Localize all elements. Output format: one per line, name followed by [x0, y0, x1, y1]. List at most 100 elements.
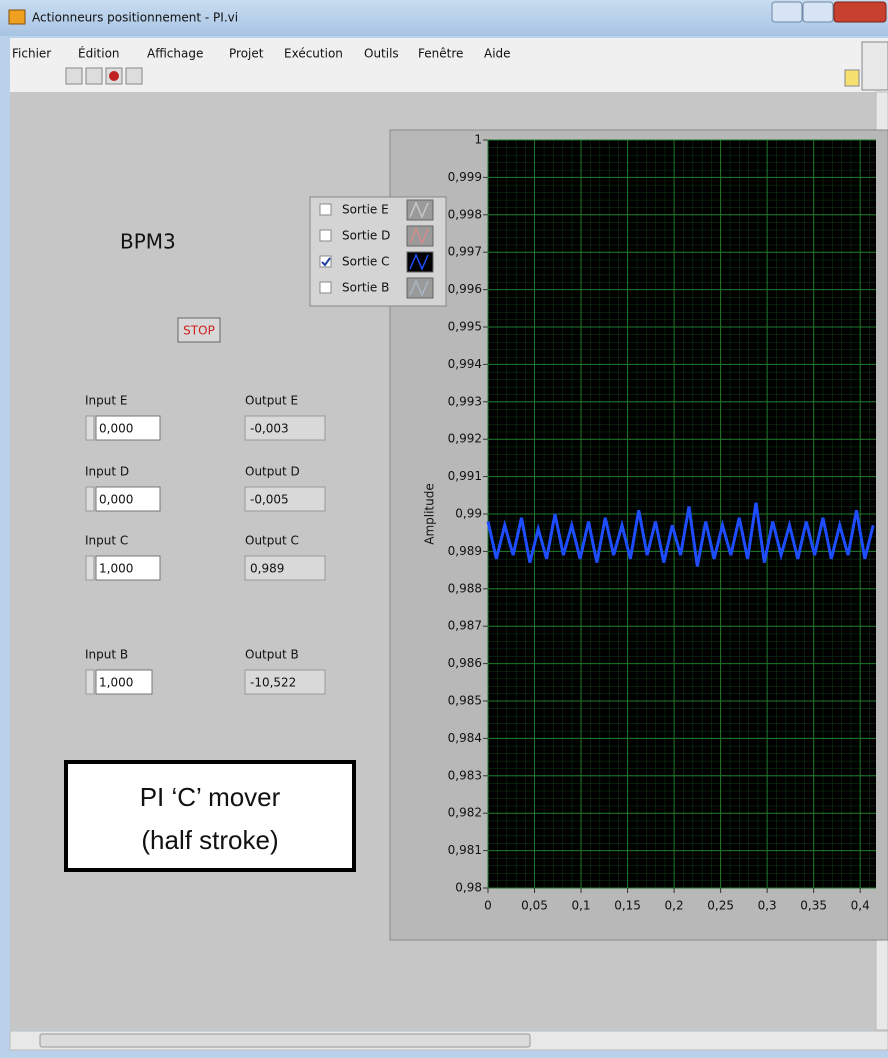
- output-label: Output B: [245, 648, 299, 662]
- legend-checkbox[interactable]: [319, 203, 332, 216]
- menu-item[interactable]: Aide: [484, 47, 511, 61]
- y-tick-label: 0,985: [448, 694, 482, 708]
- input-label: Input D: [85, 465, 129, 479]
- y-tick-label: 0,998: [448, 207, 482, 221]
- x-tick-label: 0,1: [571, 899, 590, 913]
- input-value: 0,000: [99, 493, 133, 507]
- y-tick-label: 0,997: [448, 245, 482, 259]
- legend-label: Sortie B: [342, 281, 389, 295]
- legend-checkbox[interactable]: [319, 229, 332, 242]
- legend-glyph: [409, 201, 429, 219]
- menu-item[interactable]: Outils: [364, 47, 399, 61]
- output-value: 0,989: [250, 562, 284, 576]
- run-button[interactable]: [65, 67, 83, 85]
- legend: Sortie E Sortie D Sortie C Sortie B: [309, 196, 447, 307]
- help-button[interactable]: [844, 69, 860, 87]
- input-label: Input B: [85, 648, 128, 662]
- y-tick-label: 0,98: [455, 881, 482, 895]
- y-tick-label: 1: [474, 133, 482, 147]
- menu-item[interactable]: Exécution: [284, 47, 343, 61]
- legend-glyph: [409, 279, 429, 297]
- input-spinner[interactable]: [85, 669, 95, 695]
- input-field[interactable]: [95, 415, 161, 441]
- output-field: [244, 669, 326, 695]
- legend-label: Sortie E: [342, 203, 389, 217]
- input-field[interactable]: [95, 669, 153, 695]
- plot: 0,98 0,981 0,982 0,983 0,984 0,985 0,986 0,987 0…: [448, 133, 876, 913]
- annotation-line: (half stroke): [141, 825, 278, 855]
- menu-item[interactable]: Fichier: [12, 47, 51, 61]
- y-tick-label: 0,984: [448, 731, 482, 745]
- x-tick-label: 0,25: [707, 899, 734, 913]
- input-field[interactable]: [95, 486, 161, 512]
- input-label: Input C: [85, 534, 128, 548]
- vi-icon: [861, 41, 888, 91]
- run-continuous-button[interactable]: [85, 67, 103, 85]
- close-button[interactable]: [833, 1, 887, 23]
- output-label: Output D: [245, 465, 300, 479]
- legend-glyph: [409, 253, 429, 271]
- y-tick-label: 0,995: [448, 320, 482, 334]
- annotation-line: PI ‘C’ mover: [140, 782, 281, 812]
- output-value: -0,003: [250, 422, 289, 436]
- input-spinner[interactable]: [85, 415, 95, 441]
- legend-checkbox[interactable]: [319, 255, 332, 268]
- signal-line: [486, 502, 875, 567]
- window-title: Actionneurs positionnement - PI.vi: [32, 11, 238, 25]
- checkmark: [321, 257, 331, 267]
- stop-button[interactable]: [177, 317, 221, 343]
- output-field: [244, 415, 326, 441]
- legend-swatch: [406, 251, 434, 273]
- y-tick-label: 0,996: [448, 282, 482, 296]
- x-tick-label: 0,4: [851, 899, 870, 913]
- y-axis-label: Amplitude: [423, 483, 437, 545]
- legend-swatch: [406, 277, 434, 299]
- x-tick-label: 0,15: [614, 899, 641, 913]
- input-spinner[interactable]: [85, 555, 95, 581]
- scroll-thumb[interactable]: [39, 1033, 531, 1048]
- y-tick-label: 0,993: [448, 394, 482, 408]
- legend-glyph: [409, 227, 429, 245]
- output-field: [244, 486, 326, 512]
- menu-item[interactable]: Édition: [78, 46, 120, 61]
- y-tick-label: 0,994: [448, 357, 482, 371]
- menu-item[interactable]: Projet: [229, 47, 264, 61]
- abort-icon: [109, 71, 119, 81]
- menu-item[interactable]: Affichage: [147, 47, 203, 61]
- minimize-button[interactable]: [771, 1, 803, 23]
- input-spinner[interactable]: [85, 486, 95, 512]
- maximize-button[interactable]: [802, 1, 834, 23]
- y-tick-label: 0,988: [448, 581, 482, 595]
- legend-swatch: [406, 199, 434, 221]
- input-value: 1,000: [99, 562, 133, 576]
- y-tick-label: 0,986: [448, 656, 482, 670]
- menu-toolbar-area: [10, 38, 888, 92]
- input-value: 0,000: [99, 422, 133, 436]
- pause-button[interactable]: [125, 67, 143, 85]
- output-value: -10,522: [250, 676, 296, 690]
- y-tick-label: 0,989: [448, 544, 482, 558]
- y-tick-label: 0,981: [448, 843, 482, 857]
- title-bar: [0, 0, 888, 36]
- y-tick-label: 0,983: [448, 768, 482, 782]
- output-label: Output C: [245, 534, 299, 548]
- output-label: Output E: [245, 394, 298, 408]
- x-tick-label: 0: [484, 899, 492, 913]
- x-tick-label: 0,35: [800, 899, 827, 913]
- x-tick-label: 0,05: [521, 899, 548, 913]
- y-tick-label: 0,999: [448, 170, 482, 184]
- input-field[interactable]: [95, 555, 161, 581]
- toolbar: [65, 41, 888, 91]
- controls: Input E 0,000 Output E -0,003 Input D 0,000 Ou…: [85, 394, 326, 695]
- output-field: [244, 555, 326, 581]
- x-tick-label: 0,2: [665, 899, 684, 913]
- legend-checkbox[interactable]: [319, 281, 332, 294]
- app-icon: [8, 9, 26, 25]
- input-label: Input E: [85, 394, 127, 408]
- menu-item[interactable]: Fenêtre: [418, 47, 463, 61]
- stop-label: STOP: [183, 324, 215, 338]
- panel-label: BPM3: [120, 230, 176, 254]
- y-tick-label: 0,992: [448, 432, 482, 446]
- x-tick-label: 0,3: [758, 899, 777, 913]
